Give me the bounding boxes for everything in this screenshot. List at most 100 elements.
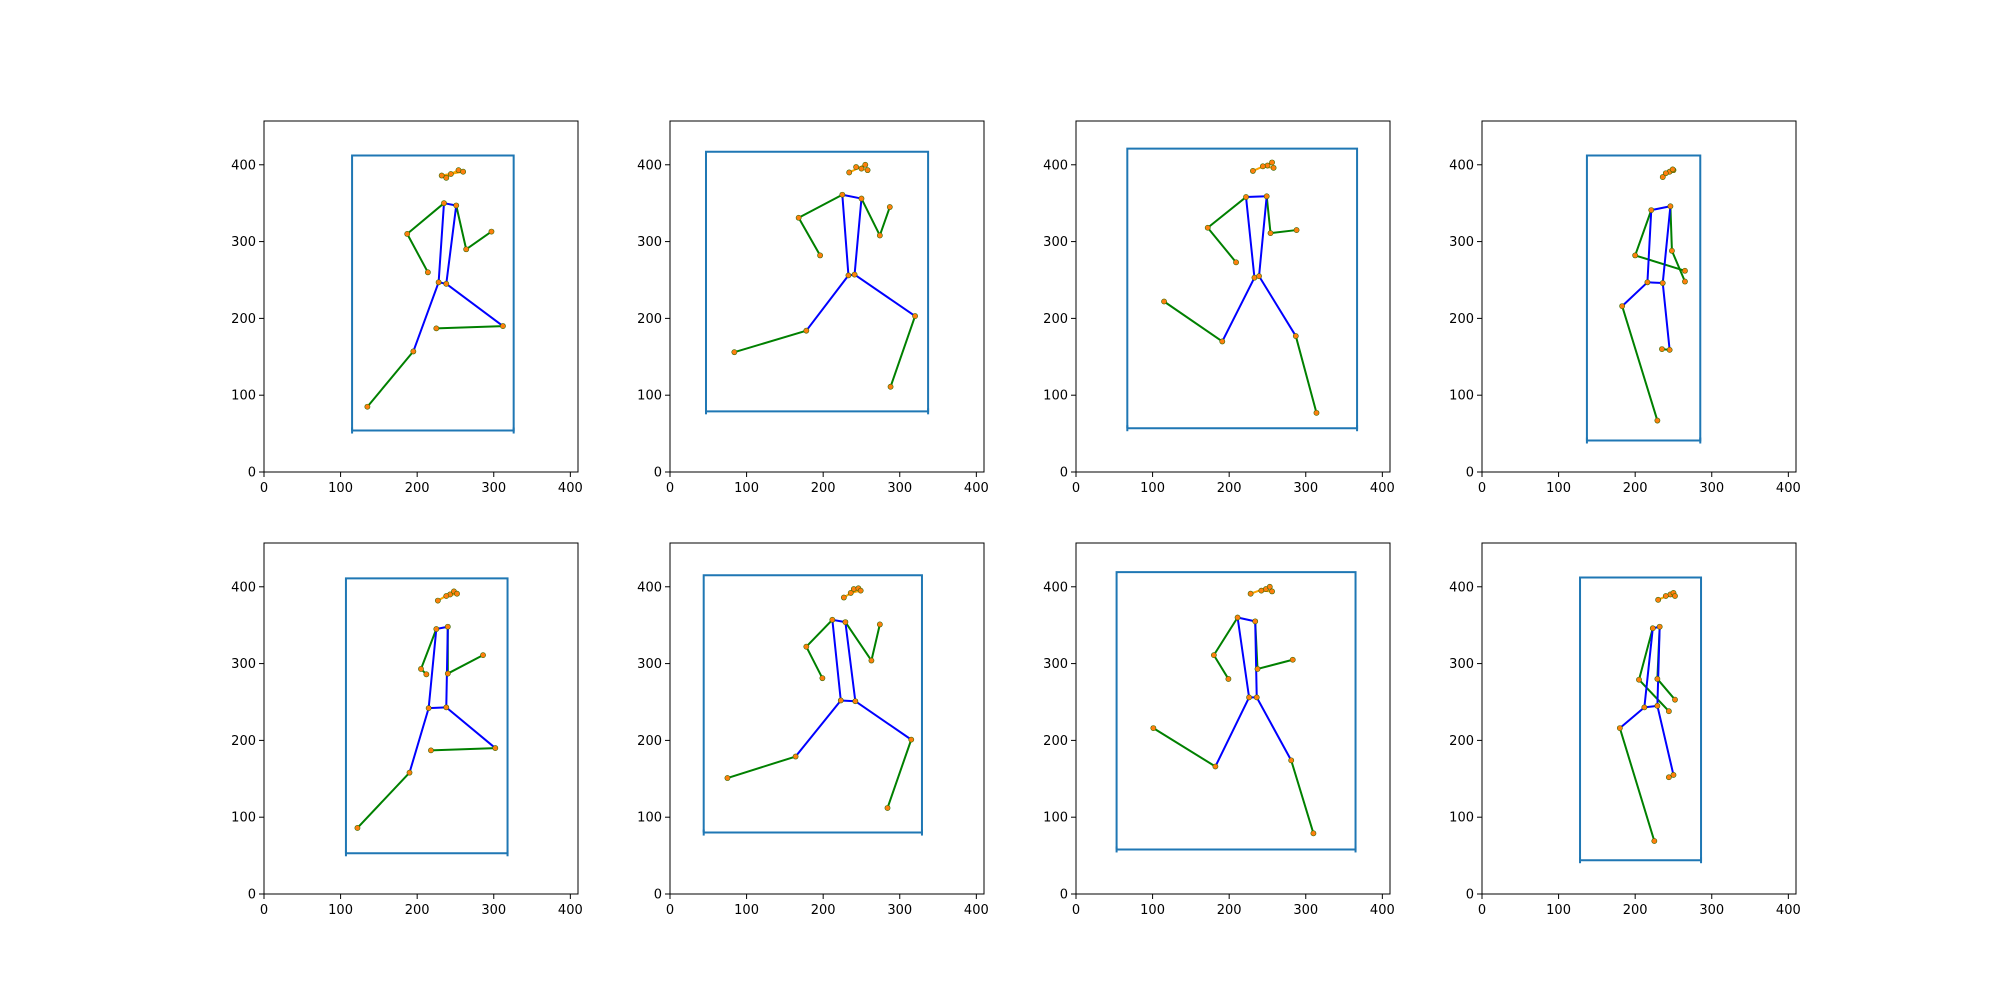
body-edge <box>1621 281 1649 308</box>
joint-point <box>862 161 869 168</box>
limb-edge <box>1290 759 1315 835</box>
joint-point <box>1288 757 1295 764</box>
limb-edge <box>886 738 913 809</box>
joint-point <box>1252 618 1259 625</box>
joint-point <box>845 272 852 279</box>
joint-point <box>443 280 450 287</box>
body-edge <box>1661 282 1671 351</box>
x-tick-label: 300 <box>481 903 506 918</box>
joint-point <box>1672 593 1678 599</box>
limb-edge <box>1265 195 1272 235</box>
joint-point <box>1659 346 1665 353</box>
joint-point <box>1267 230 1274 237</box>
axes-frame <box>263 120 579 473</box>
joint-point <box>1644 279 1651 286</box>
x-tick-label: 400 <box>964 903 989 918</box>
joint-point <box>1665 708 1672 715</box>
y-tick-label: 400 <box>1449 580 1474 595</box>
joint-point <box>406 769 413 776</box>
joint-point <box>1669 166 1676 173</box>
x-tick-label: 200 <box>1623 481 1648 496</box>
x-tick-label: 400 <box>1370 903 1395 918</box>
x-tick-label: 100 <box>328 903 353 918</box>
y-tick-label: 300 <box>1043 657 1068 672</box>
limb-edge <box>429 747 497 752</box>
pose-panel-2: 0 100 200 300 400 0 100 200 300 400 <box>637 120 989 496</box>
limb-edge <box>435 325 504 330</box>
body-edge <box>437 202 445 284</box>
joint-point <box>423 671 430 678</box>
joint-point <box>1263 193 1270 200</box>
joint-point <box>410 348 417 355</box>
joint-point <box>1656 623 1663 630</box>
y-tick-label: 0 <box>1466 466 1474 481</box>
joint-point <box>1293 227 1300 233</box>
joint-point <box>488 228 495 235</box>
joint-point <box>1258 587 1265 594</box>
x-tick-label: 200 <box>1623 903 1648 918</box>
joint-point <box>847 590 854 596</box>
pose-panel-6: 0 100 200 300 400 0 100 200 300 400 <box>637 542 989 918</box>
bounding-box <box>344 577 509 855</box>
limb-edge <box>889 315 917 388</box>
body-edge <box>853 273 917 318</box>
bounding-box <box>1579 576 1703 862</box>
body-edge <box>1656 625 1661 707</box>
limb-edge <box>1163 300 1224 343</box>
y-tick-label: 100 <box>1043 389 1068 404</box>
limb-edge <box>797 193 844 219</box>
body-edge <box>1656 704 1675 776</box>
joint-point <box>876 232 883 239</box>
joint-point <box>1269 159 1275 166</box>
limb-edge <box>1621 305 1659 422</box>
limb-edge <box>1212 616 1239 657</box>
limb-edge <box>870 623 881 662</box>
y-tick-label: 0 <box>1466 888 1474 903</box>
x-tick-label: 200 <box>811 903 836 918</box>
body-edge <box>1258 195 1268 278</box>
joint-point <box>444 623 451 630</box>
body-edge <box>1236 616 1251 699</box>
joint-point <box>1310 830 1317 837</box>
limb-edge <box>726 755 797 780</box>
y-tick-label: 100 <box>231 389 256 404</box>
x-tick-label: 100 <box>328 481 353 496</box>
limb-edge <box>406 202 445 235</box>
joint-point <box>1666 346 1673 353</box>
joint-point <box>1649 625 1656 632</box>
joint-point <box>433 325 440 332</box>
y-tick-label: 400 <box>637 158 662 173</box>
limb-edge <box>1670 249 1686 283</box>
joint-point <box>837 697 844 704</box>
pose-panel-8: 0 100 200 300 400 0 100 200 300 400 <box>1449 542 1801 918</box>
joint-point <box>434 597 441 604</box>
limb-edge <box>1294 335 1318 414</box>
pose-panel-4: 0 100 200 300 400 0 100 200 300 400 <box>1449 120 1801 496</box>
y-tick-label: 400 <box>1043 580 1068 595</box>
limb-edge <box>1256 658 1294 670</box>
joint-point <box>868 657 875 664</box>
x-tick-label: 200 <box>1217 481 1242 496</box>
axes-frame <box>1075 542 1391 895</box>
limb-edge <box>1206 196 1248 229</box>
body-edge <box>445 706 497 750</box>
limb-edge <box>406 232 429 274</box>
joint-point <box>1665 774 1672 781</box>
joint-point <box>1654 702 1661 709</box>
pose-panel-3: 0 100 200 300 400 0 100 200 300 400 <box>1043 120 1395 496</box>
body-edge <box>1255 696 1293 762</box>
x-tick-label: 200 <box>811 481 836 496</box>
bounding-box <box>351 154 515 432</box>
joint-point <box>1632 252 1639 259</box>
joint-point <box>1654 676 1661 682</box>
joint-point <box>1654 417 1661 424</box>
y-tick-label: 400 <box>1449 158 1474 173</box>
y-tick-label: 400 <box>231 158 256 173</box>
limb-edge <box>797 216 822 257</box>
joint-point <box>857 587 864 594</box>
joint-point <box>839 191 846 198</box>
y-tick-label: 300 <box>637 657 662 672</box>
y-tick-label: 100 <box>1449 811 1474 826</box>
joint-point <box>803 327 810 334</box>
